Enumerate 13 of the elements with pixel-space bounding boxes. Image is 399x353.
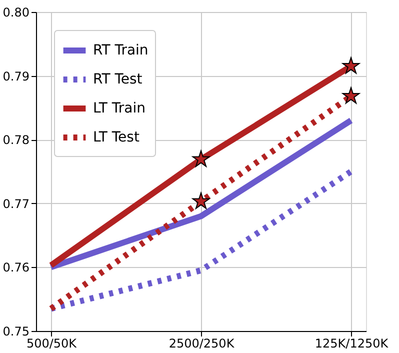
x-tick-label: 125K/1250K	[314, 336, 390, 350]
y-tick-label: 0.76	[2, 260, 30, 275]
x-tick-label: 2500/250K	[168, 336, 236, 350]
y-tick-label: 0.75	[2, 324, 30, 338]
x-tick-label: 500/50K	[26, 336, 78, 350]
y-tick-label: 0.78	[2, 133, 30, 148]
legend-label: RT Train	[93, 42, 148, 58]
legend-label: LT Test	[93, 130, 140, 146]
legend-label: RT Test	[93, 72, 143, 88]
y-tick-label: 0.80	[2, 6, 30, 20]
y-tick-label: 0.79	[2, 69, 30, 84]
y-tick-label: 0.77	[2, 196, 30, 211]
legend-label: LT Train	[93, 100, 146, 116]
